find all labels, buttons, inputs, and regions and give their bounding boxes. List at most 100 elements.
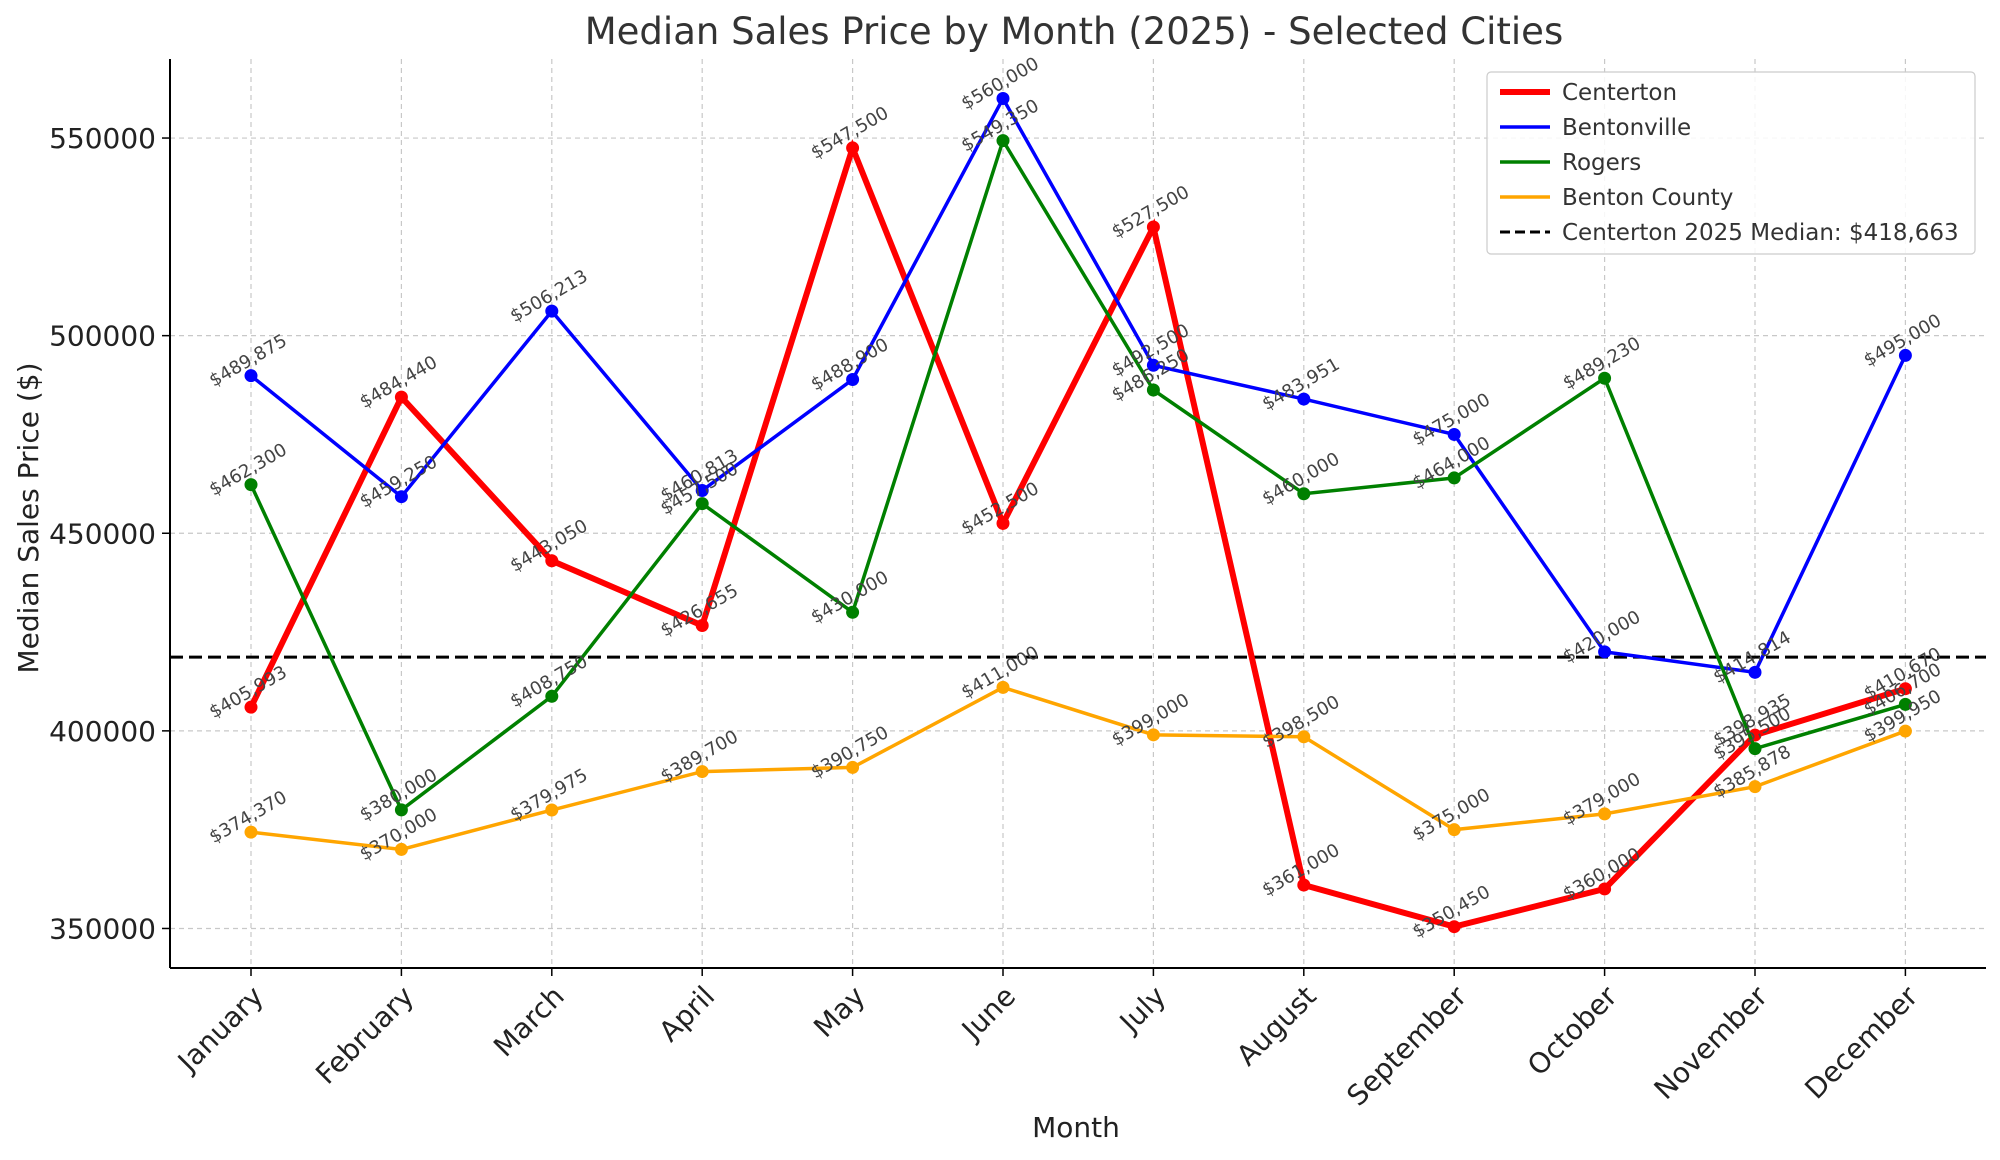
data-point-centerton — [1598, 882, 1612, 896]
data-point-rogers — [1598, 371, 1612, 385]
data-label-centerton: $452,500 — [958, 478, 1043, 539]
data-label-bentonville: $488,900 — [807, 334, 892, 395]
data-point-bentonville — [394, 490, 408, 504]
data-point-bentonville — [1447, 427, 1461, 441]
data-point-centerton — [1447, 920, 1461, 934]
x-tick-label: February — [309, 980, 420, 1091]
series-line-centerton — [248, 139, 1907, 930]
x-tick-label: January — [170, 980, 270, 1080]
y-axis-title: Median Sales Price ($) — [12, 362, 45, 673]
data-point-benton-county — [846, 760, 860, 774]
series-layer — [244, 92, 1912, 934]
data-label-benton-county: $379,975 — [507, 765, 592, 826]
data-point-centerton — [1898, 682, 1912, 696]
data-point-rogers — [1898, 697, 1912, 711]
data-point-centerton — [846, 141, 860, 155]
data-point-rogers — [1748, 742, 1762, 756]
legend-label: Centerton — [1562, 80, 1677, 106]
series-line-benton-county — [250, 685, 1907, 852]
x-tick-label: November — [1648, 979, 1775, 1106]
data-point-centerton — [1146, 220, 1160, 234]
chart-title: Median Sales Price by Month (2025) - Sel… — [585, 10, 1563, 53]
data-point-rogers — [695, 497, 709, 511]
data-point-bentonville — [1898, 348, 1912, 362]
y-tick-label: 350000 — [49, 912, 156, 945]
legend-label: Rogers — [1562, 150, 1641, 176]
data-label-centerton: $405,993 — [206, 662, 291, 723]
data-label-rogers: $462,300 — [206, 439, 291, 500]
data-point-rogers — [1146, 383, 1160, 397]
data-point-benton-county — [695, 765, 709, 779]
data-point-benton-county — [1898, 724, 1912, 738]
x-tick-label: December — [1798, 979, 1924, 1105]
data-label-bentonville: $414,814 — [1710, 627, 1795, 688]
data-point-centerton — [695, 619, 709, 633]
series-line-rogers — [249, 136, 1906, 813]
data-label-rogers: $489,230 — [1559, 333, 1644, 394]
x-tick-label: October — [1521, 979, 1624, 1082]
data-point-benton-county — [1598, 807, 1612, 821]
data-point-bentonville — [996, 92, 1010, 106]
data-label-rogers: $430,000 — [807, 567, 892, 628]
data-point-benton-county — [1297, 730, 1311, 744]
x-tick-label: September — [1340, 979, 1473, 1112]
data-point-centerton — [545, 554, 559, 568]
data-label-bentonville: $506,213 — [507, 266, 592, 327]
data-label-centerton: $350,450 — [1409, 881, 1494, 942]
data-point-benton-county — [545, 803, 559, 817]
data-point-bentonville — [1146, 358, 1160, 372]
legend: Centerton Bentonville Rogers Benton County C… — [1486, 71, 1976, 255]
data-point-centerton — [996, 516, 1010, 530]
data-point-benton-county — [394, 842, 408, 856]
legend-label: Bentonville — [1562, 115, 1691, 141]
data-point-bentonville — [1598, 645, 1612, 659]
x-tick-label: March — [487, 980, 571, 1064]
data-point-benton-county — [1146, 728, 1160, 742]
data-point-rogers — [1297, 487, 1311, 501]
data-point-benton-county — [244, 825, 258, 839]
data-point-centerton — [244, 700, 258, 714]
legend-box — [1486, 71, 1976, 255]
data-label-benton-county: $399,000 — [1108, 689, 1193, 750]
x-tick-label: June — [954, 980, 1022, 1048]
data-point-bentonville — [695, 484, 709, 498]
data-point-centerton — [1297, 878, 1311, 892]
x-tick-label: August — [1230, 980, 1323, 1073]
data-point-rogers — [846, 605, 860, 619]
data-label-centerton: $360,000 — [1559, 844, 1644, 905]
y-tick-label: 550000 — [49, 122, 156, 155]
data-point-rogers — [996, 134, 1010, 148]
data-point-centerton — [394, 390, 408, 404]
data-point-bentonville — [1748, 665, 1762, 679]
x-tick-label: May — [807, 980, 871, 1044]
data-point-benton-county — [1748, 780, 1762, 794]
data-point-bentonville — [1297, 392, 1311, 406]
data-point-benton-county — [1447, 823, 1461, 837]
data-point-rogers — [394, 803, 408, 817]
data-point-rogers — [545, 689, 559, 703]
x-tick-label: July — [1112, 980, 1172, 1040]
y-tick-label: 500000 — [49, 320, 156, 353]
y-tick-label: 400000 — [49, 715, 156, 748]
y-tick-label: 450000 — [49, 517, 156, 550]
legend-label: Centerton 2025 Median: $418,663 — [1562, 220, 1959, 246]
data-label-benton-county: $374,370 — [206, 787, 291, 848]
grid — [170, 59, 1986, 968]
data-point-rogers — [244, 478, 258, 492]
data-label-bentonville: $489,875 — [206, 330, 291, 391]
data-label-rogers: $408,750 — [507, 651, 592, 712]
data-point-bentonville — [846, 373, 860, 387]
data-point-bentonville — [545, 304, 559, 318]
data-point-rogers — [1447, 471, 1461, 485]
data-point-bentonville — [244, 369, 258, 383]
data-label-benton-county: $398,500 — [1259, 691, 1344, 752]
data-label-benton-county: $375,000 — [1409, 784, 1494, 845]
legend-label: Benton County — [1562, 185, 1733, 211]
series-line-bentonville — [249, 94, 1907, 675]
x-axis-title: Month — [1032, 1111, 1120, 1144]
data-label-benton-county: $379,000 — [1559, 769, 1644, 830]
data-label-rogers: $460,000 — [1259, 448, 1344, 509]
data-point-benton-county — [996, 680, 1010, 694]
data-label-benton-county: $389,700 — [657, 726, 742, 787]
